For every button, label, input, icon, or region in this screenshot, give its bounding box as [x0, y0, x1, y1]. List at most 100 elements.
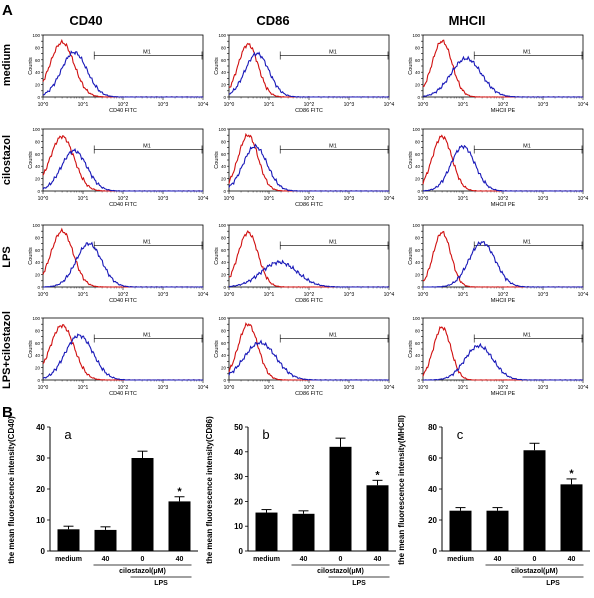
y-tick-label: 0 — [433, 547, 438, 556]
bar-chart-a: 0 10 20 30 40 the mean fluorescence intensity… — [7, 416, 198, 587]
y-tick-label: 80 — [35, 45, 41, 50]
x-tick-label: 10^1 — [458, 385, 469, 391]
y-tick-label: 20 — [221, 273, 227, 278]
x-tick-label: 10^1 — [458, 196, 469, 202]
histogram-medium-cd86: 0 20 40 60 80 100 10^0 10^1 10^2 10^3 10^4 CD86 FIT… — [214, 33, 395, 114]
gate-label: M1 — [329, 143, 337, 149]
x-category-label: 0 — [141, 556, 145, 563]
x-tick-label: 10^3 — [158, 385, 169, 391]
x-tick-label: 10^3 — [538, 385, 549, 391]
y-tick-label: 0 — [417, 378, 420, 383]
y-tick-label: 20 — [221, 366, 227, 371]
y-axis-label: Counts — [28, 151, 34, 169]
y-tick-label: 80 — [35, 328, 41, 333]
y-tick-label: 80 — [221, 139, 227, 144]
y-tick-label: 30 — [36, 454, 45, 463]
gate-label: M1 — [329, 332, 337, 338]
x-tick-label: 10^1 — [78, 292, 89, 298]
plot-frame — [422, 34, 584, 98]
x-tick-label: 10^1 — [264, 385, 275, 391]
plot-frame — [422, 128, 584, 192]
histogram-curve-marker — [228, 259, 390, 288]
x-tick-label: 10^3 — [158, 292, 169, 298]
group-label: cilostazol(μM) — [119, 568, 166, 575]
x-tick-label: 10^3 — [158, 196, 169, 202]
y-axis-label: Counts — [408, 340, 414, 358]
histogram-curve-marker — [422, 241, 584, 288]
x-tick-label: 10^2 — [304, 102, 315, 108]
y-tick-label: 20 — [35, 366, 41, 371]
y-tick-label: 40 — [35, 260, 41, 265]
histogram-curve-marker — [422, 144, 583, 192]
x-tick-label: 10^0 — [38, 385, 49, 391]
x-tick-label: 10^0 — [224, 196, 235, 202]
y-axis-label: Counts — [408, 247, 414, 265]
bar — [560, 484, 583, 551]
x-axis-label: MHCII PE — [491, 202, 516, 208]
y-tick-label: 0 — [37, 285, 40, 290]
bar — [131, 458, 154, 551]
y-tick-label: 100 — [218, 223, 226, 228]
histogram-curve-marker — [422, 55, 583, 98]
y-tick-label: 20 — [35, 177, 41, 182]
x-tick-label: 10^4 — [198, 292, 209, 298]
gate-label: M1 — [143, 49, 151, 55]
y-tick-label: 60 — [35, 248, 41, 253]
y-tick-label: 40 — [415, 70, 421, 75]
y-axis-label: Counts — [214, 151, 220, 169]
y-tick-label: 20 — [415, 83, 421, 88]
y-tick-label: 0 — [417, 189, 420, 194]
x-tick-label: 10^3 — [538, 292, 549, 298]
y-tick-label: 10 — [36, 516, 45, 525]
y-tick-label: 60 — [415, 152, 421, 157]
x-tick-label: 10^4 — [578, 102, 589, 108]
y-tick-label: 0 — [239, 547, 244, 556]
x-tick-label: 10^4 — [384, 292, 395, 298]
histogram-curve-marker — [42, 50, 204, 98]
x-tick-label: 10^3 — [538, 102, 549, 108]
histogram-cilostazol-cd40: 0 20 40 60 80 100 10^0 10^1 10^2 10^3 10^4 CD40 FIT… — [28, 127, 209, 208]
y-axis-label: the mean fluorescence intensity(MHCII) — [397, 415, 406, 565]
histogram-curve-marker — [228, 143, 389, 192]
x-axis-label: CD86 FITC — [295, 202, 323, 208]
x-tick-label: 10^1 — [264, 196, 275, 202]
y-tick-label: 40 — [415, 260, 421, 265]
x-tick-label: 10^0 — [38, 292, 49, 298]
x-tick-label: 10^2 — [304, 292, 315, 298]
plot-frame — [422, 317, 584, 381]
y-tick-label: 60 — [35, 341, 41, 346]
x-category-label: 40 — [494, 556, 502, 563]
y-tick-label: 80 — [415, 139, 421, 144]
y-tick-label: 100 — [32, 33, 40, 38]
histogram-curve-marker — [423, 342, 583, 381]
gate-label: M1 — [329, 49, 337, 55]
y-axis-label: Counts — [214, 57, 220, 75]
y-tick-label: 100 — [412, 33, 420, 38]
plot-frame — [228, 34, 390, 98]
y-tick-label: 20 — [35, 273, 41, 278]
y-tick-label: 80 — [35, 139, 41, 144]
histogram-cilostazol-cd86: 0 20 40 60 80 100 10^0 10^1 10^2 10^3 10^4 CD86 FIT… — [214, 127, 395, 208]
x-tick-label: 10^4 — [578, 196, 589, 202]
x-tick-label: 10^0 — [38, 102, 49, 108]
y-tick-label: 50 — [234, 423, 243, 432]
y-tick-label: 0 — [37, 378, 40, 383]
panel-label-b: B — [2, 404, 13, 421]
x-tick-label: 10^1 — [264, 102, 275, 108]
significance-mark: * — [177, 486, 182, 498]
y-axis-label: Counts — [214, 340, 220, 358]
gate-label: M1 — [143, 332, 151, 338]
gate-label: M1 — [523, 49, 531, 55]
y-tick-label: 80 — [221, 328, 227, 333]
y-tick-label: 40 — [35, 164, 41, 169]
y-tick-label: 100 — [218, 33, 226, 38]
x-tick-label: 10^0 — [418, 102, 429, 108]
x-tick-label: 10^1 — [78, 196, 89, 202]
plot-frame — [228, 128, 390, 192]
x-axis-label: CD86 FITC — [295, 391, 323, 397]
column-header-mhcii: MHCII — [448, 13, 486, 28]
bar — [329, 446, 352, 551]
y-axis-label: Counts — [408, 57, 414, 75]
histogram-lps-cd40: 0 20 40 60 80 100 10^0 10^1 10^2 10^3 10^4 CD40 FIT… — [28, 223, 209, 304]
